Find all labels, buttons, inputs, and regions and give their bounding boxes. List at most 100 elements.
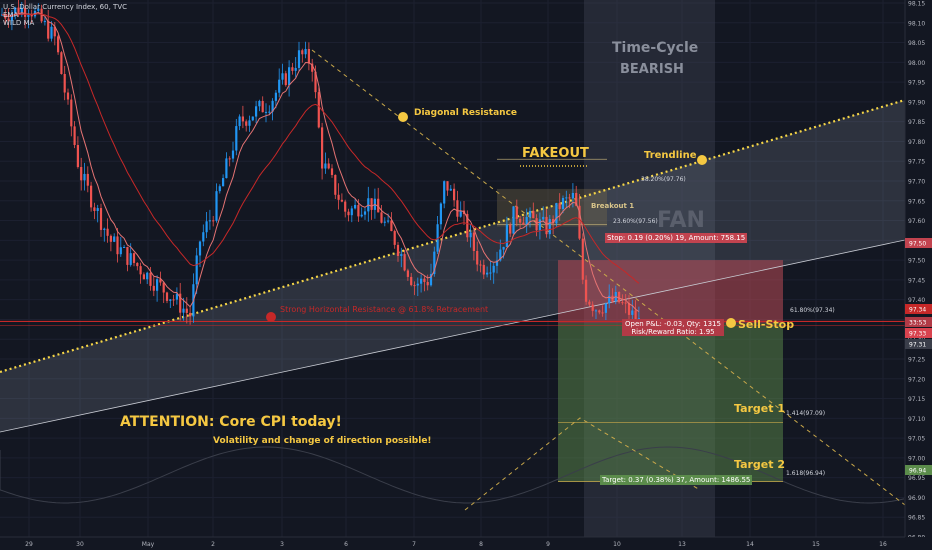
price-tick-label: 97.40 [908,297,925,304]
candle-body [591,304,594,311]
candle-body [486,272,489,275]
candle-body [96,208,99,211]
candle-body [489,272,492,274]
candle-body [159,279,162,283]
time-axis: 29 30 May 2 3 6 7 8 9 10 13 14 15 16 [0,536,932,550]
indicator-wild-ma[interactable]: WILD MA [3,19,35,27]
price-tag-bg [905,304,932,314]
price-tick-label: 97.60 [908,218,925,225]
candle-body [324,163,327,169]
candle-body [594,310,598,312]
candle-body [390,220,393,232]
price-tag-bg [905,339,932,349]
candle-body [538,219,541,231]
candle-body [10,13,13,21]
sell-stop-label: Sell-Stop [738,318,795,331]
candle-body [4,14,7,19]
candle-body [142,274,145,280]
candle-body [47,20,50,39]
candle-body [512,206,515,234]
candle-body [624,302,627,304]
price-tick-label: 97.25 [908,357,925,364]
candle-body [212,220,215,222]
candle-body [297,50,301,68]
time-tick-label: 10 [613,541,621,548]
candle-body [439,203,442,225]
candle-body [618,291,621,303]
fan-label: FAN [657,208,705,233]
price-tick-label: 96.85 [908,515,925,522]
candle-body [575,192,578,206]
price-tag-label: 96.94 [909,468,926,475]
fib-382-label: 38.20%(97.76) [641,176,686,183]
candle-body [103,228,106,230]
candle-body [116,236,119,255]
candle-body [281,73,284,80]
price-tag-label: 97.33 [909,331,926,338]
price-axis: 98.15 98.10 98.05 98.00 97.95 97.90 97.85 97.80… [904,0,932,542]
candle-body [482,264,485,275]
price-axis-bg [905,0,932,537]
candlesticks [0,0,640,330]
candle-body [459,210,462,217]
volatility-label: Volatility and change of direction possi… [213,436,432,446]
candle-body [327,163,330,169]
price-tick-label: 97.65 [908,198,925,205]
candle-body [231,150,235,159]
candle-body [357,204,360,217]
price-tick-label: 97.75 [908,159,925,166]
candle-body [106,228,109,236]
chart-zones [0,0,905,537]
candle-body [604,303,607,313]
price-tick-label: 98.00 [908,60,925,67]
candle-body [109,235,112,242]
price-tick-label: 97.90 [908,99,925,106]
fib-1618-label: 1.618(96.94) [786,470,826,477]
candle-body [90,185,93,208]
time-tick-label: 3 [280,541,284,548]
candle-body [258,100,261,107]
candle-body [241,116,244,122]
lower-fan-line [0,239,906,433]
candle-body [76,145,79,167]
candle-body [294,67,297,71]
candle-body [509,224,512,234]
candle-body [66,92,70,100]
candle-body [215,191,218,221]
candle-body [423,278,426,282]
trendline-label: Trendline [644,150,697,161]
candle-body [73,126,76,146]
price-tag-label: 97.31 [909,342,926,349]
candle-body [387,220,390,222]
profit-zone [558,323,783,482]
candle-body [123,247,126,249]
candle-body [291,67,294,71]
risk-reward-text: Risk/Reward Ratio: 1.95 [631,328,715,336]
candle-body [43,20,46,22]
candle-body [340,199,343,202]
candle-body [393,231,396,245]
candle-body [634,310,637,321]
candle-body [152,285,155,291]
candle-body [218,186,221,192]
price-tag-bg [905,328,932,338]
candle-body [571,192,574,199]
time-tick-label: 6 [344,541,348,548]
candle-body [542,216,545,220]
candle-body [311,63,314,72]
candle-body [30,14,33,17]
candle-body [301,50,304,55]
candle-body [175,293,178,300]
trendline-dot [697,155,707,165]
candle-body [86,173,89,186]
candle-body [522,222,525,225]
candle-body [37,8,40,11]
candle-body [50,26,53,39]
stop-info-box: Stop: 0.19 (0.20%) 19, Amount: 758.15 [605,233,748,243]
candle-body [268,111,271,113]
candle-body [581,238,584,280]
candle-body [420,278,423,284]
candle-body [469,232,472,238]
indicator-ema[interactable]: EMA [3,11,19,19]
